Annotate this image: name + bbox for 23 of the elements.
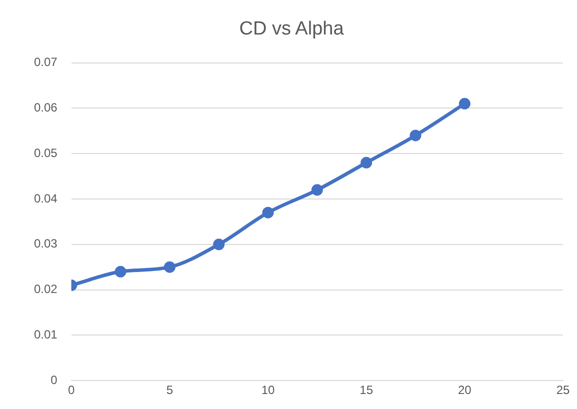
x-tick-label: 20 (458, 383, 472, 398)
y-tick-label: 0.04 (34, 191, 58, 206)
point (114, 266, 126, 278)
point (360, 156, 372, 168)
x-tick-label: 10 (261, 383, 276, 398)
y-tick-label: 0.06 (34, 100, 58, 115)
point (410, 130, 422, 142)
point (458, 98, 470, 110)
point (311, 184, 323, 196)
y-tick-label: 0.01 (34, 328, 58, 342)
y-tick-label: 0.02 (34, 282, 58, 296)
x-tick-label: 0 (68, 383, 76, 398)
point (262, 206, 274, 218)
chart-title: CD vs Alpha (239, 18, 344, 40)
y-tick-label: 0.07 (34, 55, 58, 70)
y-tick-label: 0 (50, 372, 58, 387)
point (213, 238, 225, 250)
y-tick-label: 0.05 (34, 146, 58, 160)
x-tick-label: 25 (556, 383, 570, 398)
point (164, 261, 176, 273)
y-tick-label: 0.03 (34, 236, 58, 251)
x-tick-label: 5 (166, 383, 174, 398)
x-tick-label: 15 (360, 383, 374, 398)
